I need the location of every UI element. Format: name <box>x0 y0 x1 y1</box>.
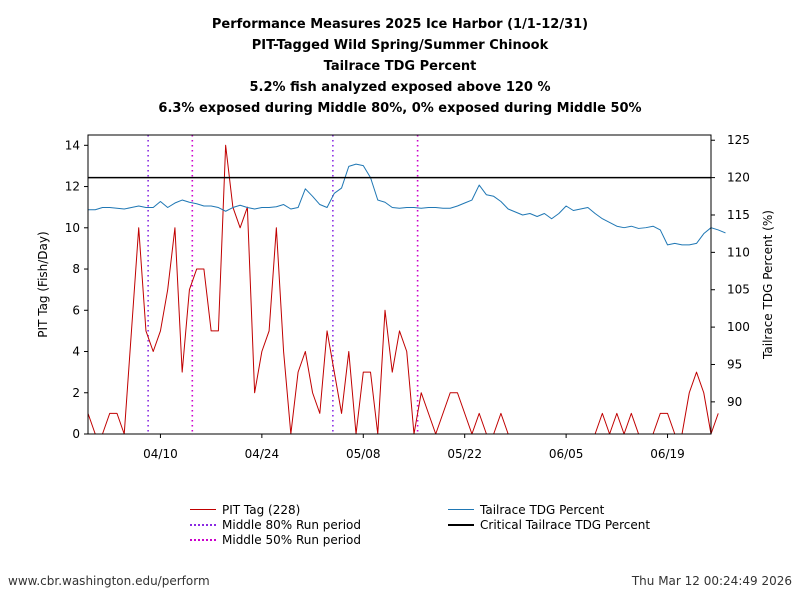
y-left-tick-label: 6 <box>72 303 80 317</box>
chart-subtitle-middle-periods: 6.3% exposed during Middle 80%, 0% expos… <box>158 101 642 116</box>
x-tick-label: 04/10 <box>143 447 178 461</box>
legend-item-critical-tdg: Critical Tailrace TDG Percent <box>448 517 650 532</box>
legend-item-middle-80: Middle 80% Run period <box>190 517 361 532</box>
legend-swatch-middle-80 <box>190 523 216 526</box>
tailrace-tdg-series-line <box>88 163 726 246</box>
chart-title: Performance Measures 2025 Ice Harbor (1/… <box>211 17 589 32</box>
y-left-tick-label: 10 <box>65 221 80 235</box>
footer-url[interactable]: www.cbr.washington.edu/perform <box>8 574 210 588</box>
legend-label-critical-tdg: Critical Tailrace TDG Percent <box>480 517 651 532</box>
legend-label-pit-tag: PIT Tag (228) <box>222 502 301 517</box>
x-tick-label: 06/05 <box>549 447 584 461</box>
y-left-tick-label: 2 <box>72 386 80 400</box>
y-left-tick-label: 14 <box>65 138 80 152</box>
legend-swatch-middle-50 <box>190 538 216 541</box>
legend-item-pit-tag: PIT Tag (228) <box>190 502 300 517</box>
legend-swatch-critical-tdg <box>448 523 474 526</box>
y-left-axis-label: PIT Tag (Fish/Day) <box>36 231 50 337</box>
legend-label-middle-80: Middle 80% Run period <box>222 517 361 532</box>
y-left-tick-label: 4 <box>72 345 80 359</box>
y-right-tick-label: 100 <box>727 320 750 334</box>
y-right-axis-label: Tailrace TDG Percent (%) <box>761 210 775 360</box>
legend-swatch-tailrace-tdg <box>448 509 474 510</box>
y-right-tick-label: 110 <box>727 245 750 259</box>
chart-subtitle-exposure: 5.2% fish analyzed exposed above 120 % <box>249 80 551 95</box>
pit-tag-series-line <box>87 144 719 435</box>
chart-title-block: Performance Measures 2025 Ice Harbor (1/… <box>0 14 800 119</box>
x-tick-label: 05/22 <box>447 447 482 461</box>
y-right-tick-label: 120 <box>727 171 750 185</box>
legend-item-tailrace-tdg: Tailrace TDG Percent <box>448 502 604 517</box>
plot-frame <box>87 134 712 435</box>
legend-swatch-pit-tag <box>190 509 216 510</box>
legend-label-middle-50: Middle 50% Run period <box>222 532 361 547</box>
footer-timestamp: Thu Mar 12 00:24:49 2026 <box>631 574 792 588</box>
y-right-tick-label: 115 <box>727 208 750 222</box>
legend-label-tailrace-tdg: Tailrace TDG Percent <box>480 502 605 517</box>
y-right-tick-label: 105 <box>727 283 750 297</box>
legend-item-middle-50: Middle 50% Run period <box>190 532 361 547</box>
y-right-tick-label: 90 <box>727 395 742 409</box>
y-left-tick-label: 8 <box>72 262 80 276</box>
y-left-tick-label: 0 <box>72 427 80 441</box>
chart-subtitle-species: PIT-Tagged Wild Spring/Summer Chinook <box>251 38 549 53</box>
chart-subtitle-metric: Tailrace TDG Percent <box>323 59 477 74</box>
y-right-tick-label: 125 <box>727 133 750 147</box>
x-tick-label: 06/19 <box>650 447 685 461</box>
x-tick-label: 05/08 <box>346 447 381 461</box>
x-tick-label: 04/24 <box>245 447 280 461</box>
y-left-tick-label: 12 <box>65 180 80 194</box>
y-right-tick-label: 95 <box>727 357 742 371</box>
